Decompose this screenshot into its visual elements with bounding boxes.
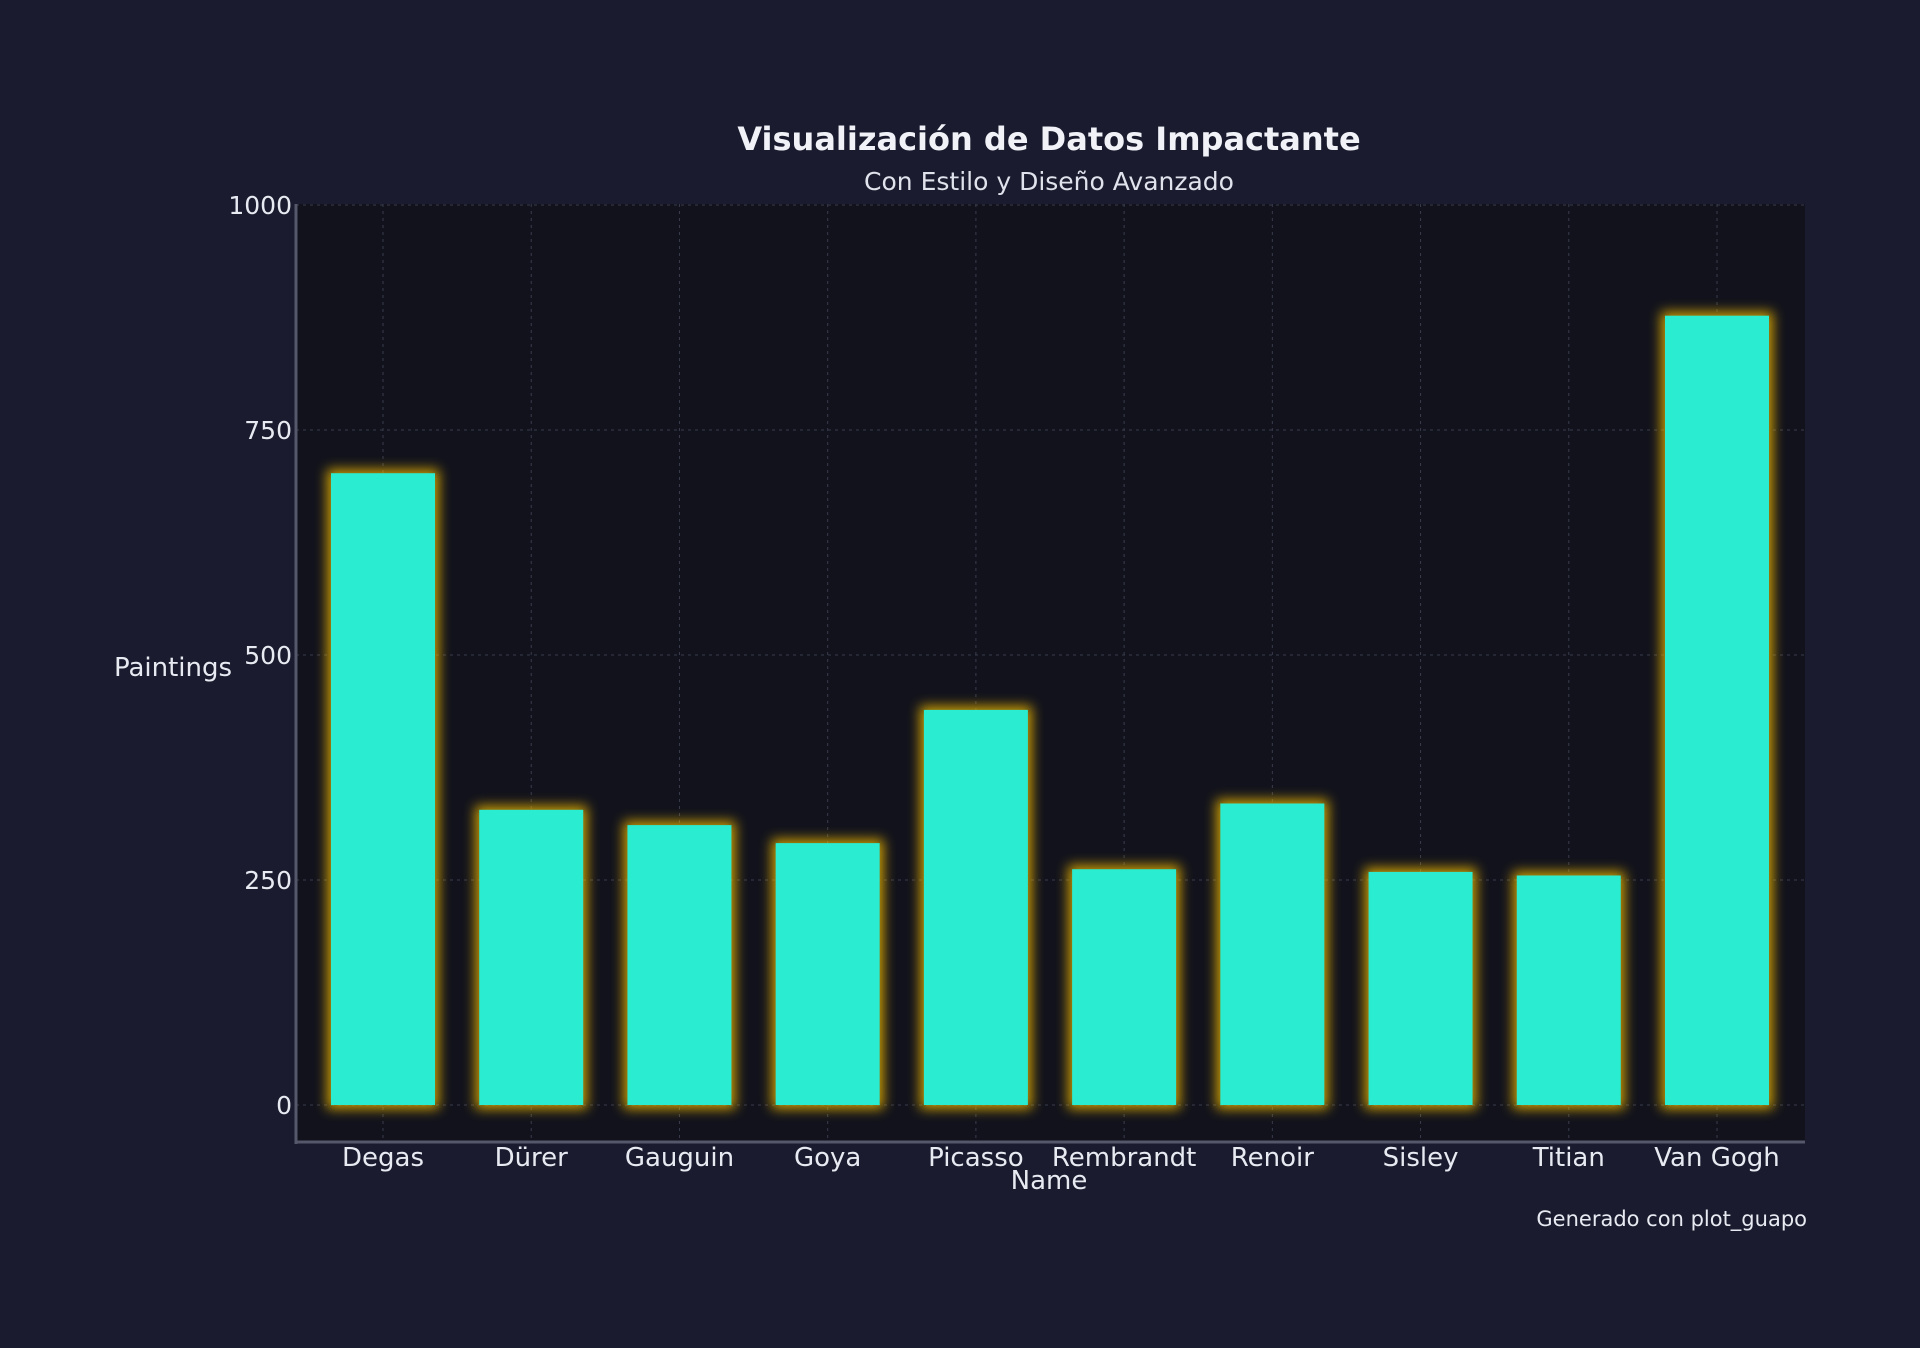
bar xyxy=(627,825,732,1105)
bar xyxy=(1368,871,1473,1105)
ticks-group: 0 250 500 750 1000 Degas Dürer Gauguin Goya Picas… xyxy=(228,191,1779,1173)
axes-group xyxy=(294,204,1805,1144)
bar xyxy=(775,843,880,1105)
bar xyxy=(1516,875,1621,1105)
bar xyxy=(331,473,435,1105)
x-tick-label: Gauguin xyxy=(625,1143,734,1173)
y-tick-label: 500 xyxy=(244,641,292,670)
caption: Generado con plot_guapo xyxy=(1536,1207,1807,1232)
bar xyxy=(479,809,584,1105)
chart-subtitle: Con Estilo y Diseño Avanzado xyxy=(864,167,1234,196)
x-tick-label: Dürer xyxy=(495,1143,569,1173)
x-tick-label: Degas xyxy=(342,1143,424,1173)
bar xyxy=(1220,803,1325,1105)
bar xyxy=(1072,869,1177,1105)
y-tick-label: 250 xyxy=(244,866,292,895)
x-tick-label: Renoir xyxy=(1231,1143,1315,1173)
bar xyxy=(1665,315,1769,1105)
x-tick-label: Sisley xyxy=(1383,1143,1459,1173)
x-tick-label: Van Gogh xyxy=(1654,1143,1779,1173)
x-tick-label: Titian xyxy=(1532,1143,1605,1173)
y-tick-label: 0 xyxy=(276,1091,292,1120)
y-tick-label: 750 xyxy=(244,416,292,445)
x-tick-label: Goya xyxy=(794,1143,861,1173)
x-tick-label: Picasso xyxy=(928,1143,1024,1173)
y-tick-label: 1000 xyxy=(228,191,292,220)
x-tick-label: Rembrandt xyxy=(1052,1143,1197,1173)
bar xyxy=(923,709,1028,1105)
x-axis-label: Name xyxy=(1011,1166,1088,1196)
chart-title: Visualización de Datos Impactante xyxy=(737,120,1360,158)
y-axis-label: Paintings xyxy=(114,653,232,683)
bars-group xyxy=(327,311,1773,1109)
